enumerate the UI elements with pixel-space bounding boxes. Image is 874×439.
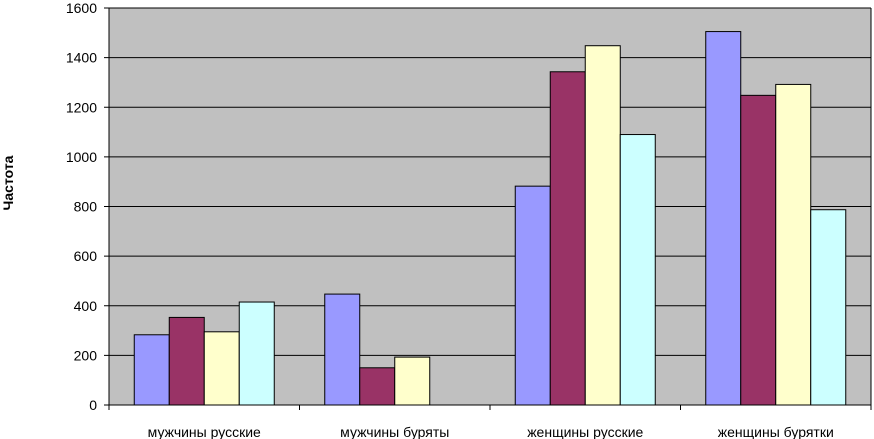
bar (359, 367, 396, 406)
x-category-label: мужчины буряты (340, 424, 449, 439)
bar (619, 134, 656, 406)
y-tick-label: 0 (89, 397, 97, 413)
bar (238, 301, 275, 406)
bar (324, 293, 361, 406)
x-category-label: женщины русские (527, 424, 643, 439)
bar (133, 334, 170, 406)
bar (514, 185, 551, 406)
bar (203, 331, 240, 406)
bar (549, 71, 586, 406)
y-axis-label: Частота (0, 155, 16, 210)
bar (394, 356, 431, 406)
y-tick-label: 1200 (66, 99, 97, 115)
bar (584, 45, 621, 406)
bar (775, 83, 812, 406)
y-tick-label: 200 (74, 347, 98, 363)
y-axis-ticks: 0 200 400 600 800 1000 1200 1400 1600 (66, 0, 109, 413)
bar (705, 31, 742, 406)
x-category-label: мужчины русские (148, 424, 261, 439)
y-tick-label: 400 (74, 298, 98, 314)
bar (810, 209, 847, 406)
y-tick-label: 600 (74, 248, 98, 264)
bar (740, 94, 777, 406)
y-tick-label: 1000 (66, 149, 97, 165)
bars (133, 31, 847, 406)
y-tick-label: 1400 (66, 50, 97, 66)
axes (108, 8, 872, 410)
x-category-label: женщины бурятки (718, 424, 834, 439)
x-axis-categories: мужчины русские мужчины буряты женщины рус… (148, 424, 834, 439)
y-tick-label: 800 (74, 199, 98, 215)
bar (168, 316, 205, 406)
y-tick-label: 1600 (66, 0, 97, 16)
